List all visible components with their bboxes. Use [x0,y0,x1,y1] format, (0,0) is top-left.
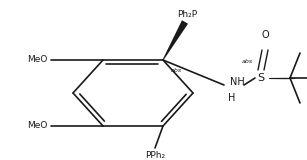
Text: PPh₂: PPh₂ [145,151,165,160]
Text: Ph₂P: Ph₂P [177,10,197,19]
Text: S: S [258,73,265,83]
Text: NH: NH [230,77,245,87]
Text: abs: abs [242,59,253,64]
Text: MeO: MeO [27,56,47,64]
Text: H: H [228,93,236,103]
Text: O: O [261,30,269,40]
Text: abs: abs [171,68,182,73]
Text: MeO: MeO [27,121,47,131]
Polygon shape [163,20,188,60]
